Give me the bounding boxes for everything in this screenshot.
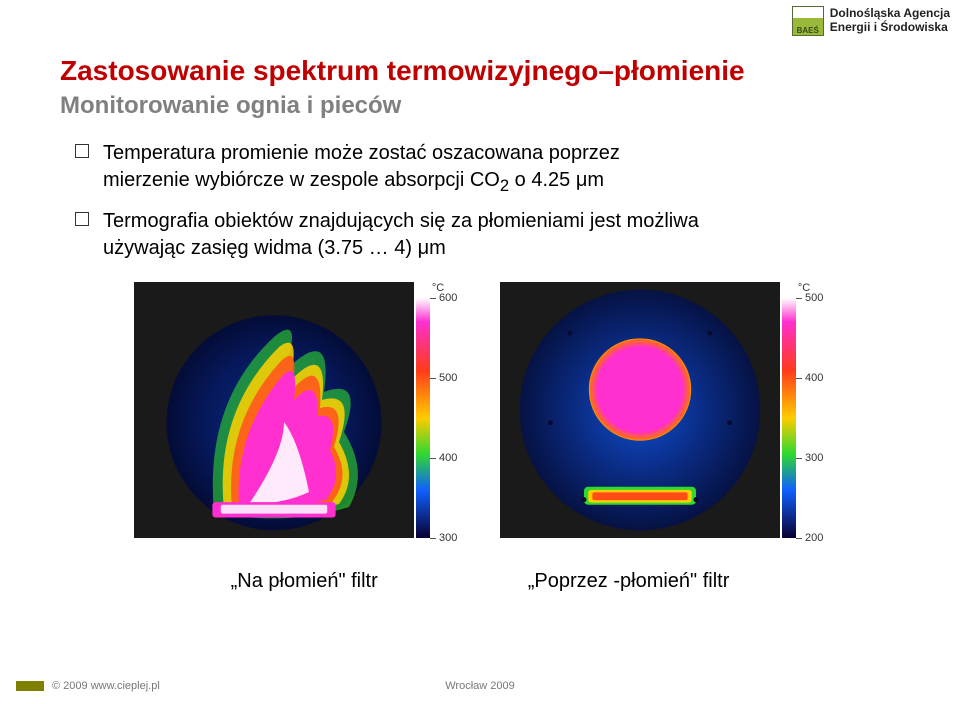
subtitle-text: Monitorowanie ognia i pieców [60,92,401,119]
tick-label: 500 [439,372,457,384]
figure-right: °C 500400300200 [500,282,826,538]
caption-left: „Na płomień" filtr [231,570,378,593]
scale-tick: 600 [430,292,457,304]
bullet-marker [75,212,89,226]
bullet-text: Termografia obiektów znajdujących się za… [103,208,699,262]
scale-bar-right [782,298,796,538]
tick-dash [430,458,436,459]
tick-dash [430,538,436,539]
scale-tick: 500 [796,292,823,304]
tick-dash [796,538,802,539]
logo-text: Dolnośląska Agencja Energii i Środowiska [830,7,950,35]
subscript: 2 [500,176,509,195]
bullet-item: Termografia obiektów znajdujących się za… [75,208,895,262]
tick-dash [796,458,802,459]
tick-label: 300 [805,452,823,464]
scale-ticks-right: 500400300200 [796,298,826,538]
tick-label: 500 [805,292,823,304]
caption-right: „Poprzez -płomień" filtr [528,570,730,593]
tick-label: 200 [805,532,823,544]
bullet-item: Temperatura promienie może zostać oszaco… [75,140,895,198]
thermal-image-left [134,282,414,538]
figure-pair: °C 600500400300 °C 500400300200 [134,282,826,538]
scale-tick: 400 [430,452,457,464]
figure-row: °C 600500400300 °C 500400300200 [0,282,960,538]
footer-center: Wrocław 2009 [0,680,960,692]
tick-dash [430,378,436,379]
brand-logo: BAEŚ Dolnośląska Agencja Energii i Środo… [792,6,950,36]
tick-label: 400 [805,372,823,384]
bullet-marker [75,144,89,158]
scale-ticks-left: 600500400300 [430,298,460,538]
logo-line2: Energii i Środowiska [830,21,950,35]
tick-dash [796,298,802,299]
tick-dash [796,378,802,379]
scale-tick: 200 [796,532,823,544]
color-scale-left: °C 600500400300 [416,282,460,538]
slide-subtitle: Monitorowanie ognia i pieców [60,92,401,120]
title-text: Zastosowanie spektrum termowizyjnego–pło… [60,55,745,86]
tick-label: 400 [439,452,457,464]
scale-body-left: 600500400300 [416,298,460,538]
logo-mark-text: BAEŚ [797,26,819,35]
slide-title: Zastosowanie spektrum termowizyjnego–pło… [60,55,745,87]
figure-left: °C 600500400300 [134,282,460,538]
scale-tick: 300 [796,452,823,464]
tick-dash [430,298,436,299]
logo-line1: Dolnośląska Agencja [830,7,950,21]
thermal-image-right [500,282,780,538]
tick-label: 600 [439,292,457,304]
caption-row: „Na płomień" filtr „Poprzez -płomień" fi… [0,570,960,593]
scale-tick: 400 [796,372,823,384]
logo-mark: BAEŚ [792,6,824,36]
scale-tick: 300 [430,532,457,544]
scale-bar-left [416,298,430,538]
color-scale-right: °C 500400300200 [782,282,826,538]
scale-tick: 500 [430,372,457,384]
bullet-text: Temperatura promienie może zostać oszaco… [103,140,620,198]
tick-label: 300 [439,532,457,544]
scale-body-right: 500400300200 [782,298,826,538]
slide: BAEŚ Dolnośląska Agencja Energii i Środo… [0,0,960,704]
bullet-list: Temperatura promienie może zostać oszaco… [75,140,895,272]
